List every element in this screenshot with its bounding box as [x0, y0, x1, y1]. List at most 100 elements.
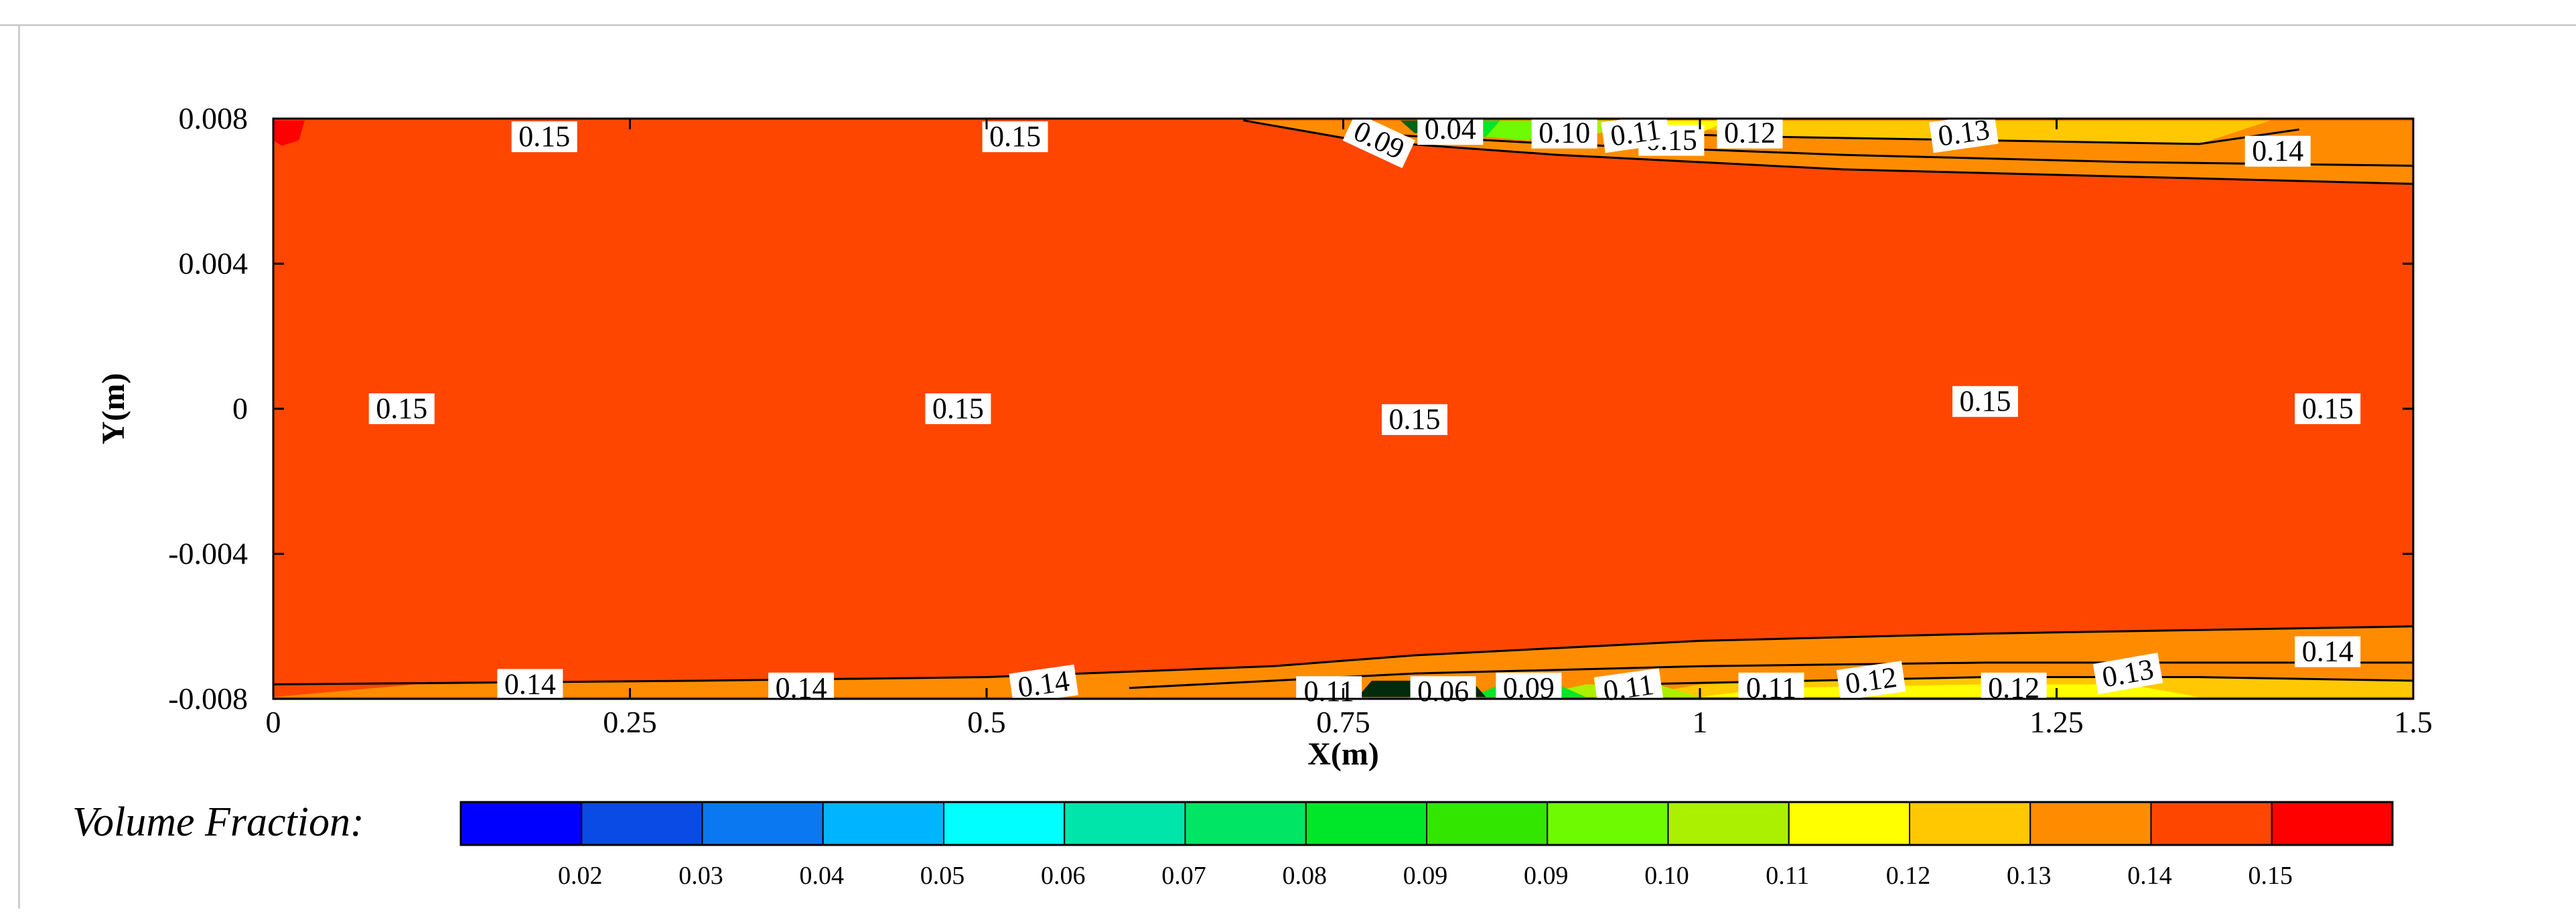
plot-axes: 0 0.25 0.5 0.75 1 1.25 1.5 0.008 0.004 0 -0.004 -0.…	[96, 101, 2433, 772]
x-tick-label: 0	[266, 705, 281, 739]
contour-label-bg	[1382, 404, 1447, 436]
contour-label-23: 0.12	[1836, 661, 1906, 701]
contour-label-bg	[982, 121, 1048, 153]
colorbar-label: 0.14	[2127, 862, 2172, 890]
contour-label-10: 0.15	[368, 392, 435, 425]
y-tick-label: -0.004	[168, 537, 248, 571]
y-tick-label: 0.008	[179, 101, 248, 135]
x-axis-label: X(m)	[1307, 736, 1379, 772]
contour-label-text: 0.11	[1304, 675, 1354, 708]
y-tick-label: 0	[232, 391, 248, 425]
colorbar-label: 0.02	[558, 862, 603, 890]
contour-label-bg	[368, 393, 435, 424]
figure-frame-left	[18, 24, 20, 909]
colorbar-cell-0	[460, 801, 583, 846]
colorbar-label: 0.04	[800, 862, 845, 890]
contour-label-text: 0.10	[1539, 117, 1590, 149]
contour-region-8	[273, 120, 305, 146]
contour-label-text: 0.11	[1601, 668, 1656, 708]
colorbar-frame	[459, 801, 2394, 846]
contour-label-14: 0.15	[2295, 392, 2361, 425]
contour-line-0	[1243, 119, 2414, 185]
contour-label-0: 0.15	[511, 120, 577, 153]
contour-label-bg	[1952, 386, 2018, 417]
contour-label-26: 0.14	[2295, 635, 2361, 668]
contour-label-3: 0.09	[1342, 112, 1415, 169]
contour-label-text: 0.15	[932, 392, 984, 425]
colorbar-title: Volume Fraction:	[72, 799, 364, 845]
colorbar-cell-3	[822, 801, 944, 846]
contour-label-bg	[1717, 117, 1783, 149]
colorbar-cell-15	[2271, 801, 2393, 846]
colorbar-cell-13	[2029, 801, 2152, 846]
contour-label-text: 0.14	[504, 667, 556, 700]
colorbar-cell-7	[1305, 801, 1427, 846]
colorbar-label: 0.10	[1644, 862, 1689, 890]
contour-label-17: 0.14	[1009, 664, 1078, 704]
contour-label-text: 0.06	[1417, 675, 1469, 708]
contour-label-bg	[2244, 135, 2311, 167]
x-tick-label: 0.5	[967, 705, 1006, 739]
contour-label-bg	[497, 669, 563, 700]
contour-label-text: 0.15	[1960, 385, 2011, 417]
colorbar-cell-1	[581, 801, 703, 846]
plot-regions	[273, 119, 2413, 699]
x-tick-label: 0.75	[1316, 705, 1370, 739]
contour-label-text: 0.12	[1843, 661, 1899, 700]
colorbar-label: 0.09	[1403, 862, 1448, 890]
contour-label-bg	[2295, 393, 2361, 424]
contour-label-13: 0.15	[1952, 385, 2018, 417]
colorbar-label: 0.06	[1041, 862, 1086, 890]
contour-label-11: 0.15	[925, 392, 991, 425]
x-tick-label: 0.25	[603, 705, 657, 739]
colorbar-label: 0.05	[920, 862, 965, 890]
colorbar-label: 0.11	[1766, 862, 1809, 890]
contour-label-5: 0.10	[1531, 117, 1597, 149]
x-tick-label: 1.5	[2394, 705, 2433, 739]
colorbar-cell-9	[1547, 801, 1669, 846]
contour-label-bg	[511, 121, 577, 153]
contour-label-text: 0.14	[1016, 664, 1072, 704]
x-tick-label: 1	[1693, 705, 1708, 739]
colorbar-label: 0.07	[1161, 862, 1206, 890]
contour-label-18: 0.11	[1296, 675, 1362, 708]
contour-line-3	[273, 625, 2414, 685]
colorbar-label: 0.15	[2248, 862, 2293, 890]
contour-label-text: 0.14	[2302, 635, 2354, 668]
contour-label-bg	[1836, 661, 1906, 701]
colorbar-label: 0.03	[678, 862, 723, 890]
contour-label-7: 0.12	[1717, 117, 1783, 149]
contour-label-bg	[1296, 676, 1362, 708]
contour-label-text: 0.15	[989, 120, 1041, 153]
contour-label-text: 0.14	[2252, 135, 2303, 168]
contour-line-5	[1628, 676, 2414, 685]
contour-label-text: 0.15	[1389, 403, 1441, 436]
colorbar-label: 0.13	[2007, 862, 2052, 890]
contour-label-text: 0.15	[518, 120, 570, 153]
colorbar-cell-6	[1184, 801, 1307, 846]
contour-line-1	[1357, 132, 2414, 167]
colorbar: Volume Fraction: 0.02 0.03 0.04 0.05 0.06 0.07…	[72, 799, 2394, 890]
y-tick-label: -0.008	[168, 681, 248, 716]
figure-frame-top	[0, 24, 2576, 26]
colorbar-cell-2	[701, 801, 824, 846]
contour-label-19: 0.06	[1410, 675, 1476, 708]
contour-region-0	[273, 119, 2413, 699]
contour-label-bg	[1342, 112, 1415, 169]
colorbar-label: 0.12	[1886, 862, 1931, 890]
contour-label-bg	[1601, 113, 1670, 153]
contour-label-bg	[1009, 664, 1078, 704]
contour-label-15: 0.14	[497, 667, 563, 700]
colorbar-label: 0.09	[1524, 862, 1569, 890]
y-axis-label: Y(m)	[96, 373, 131, 445]
colorbar-cell-14	[2150, 801, 2273, 846]
contour-label-bg	[2092, 652, 2163, 695]
contour-label-bg	[1929, 113, 1999, 153]
colorbar-cell-4	[943, 801, 1066, 846]
contour-label-bg	[2295, 636, 2361, 667]
contour-label-bg	[1531, 117, 1597, 149]
contour-label-text: 0.12	[1724, 117, 1776, 149]
contour-region-11	[1700, 684, 2200, 698]
contour-label-bg	[1410, 676, 1476, 708]
